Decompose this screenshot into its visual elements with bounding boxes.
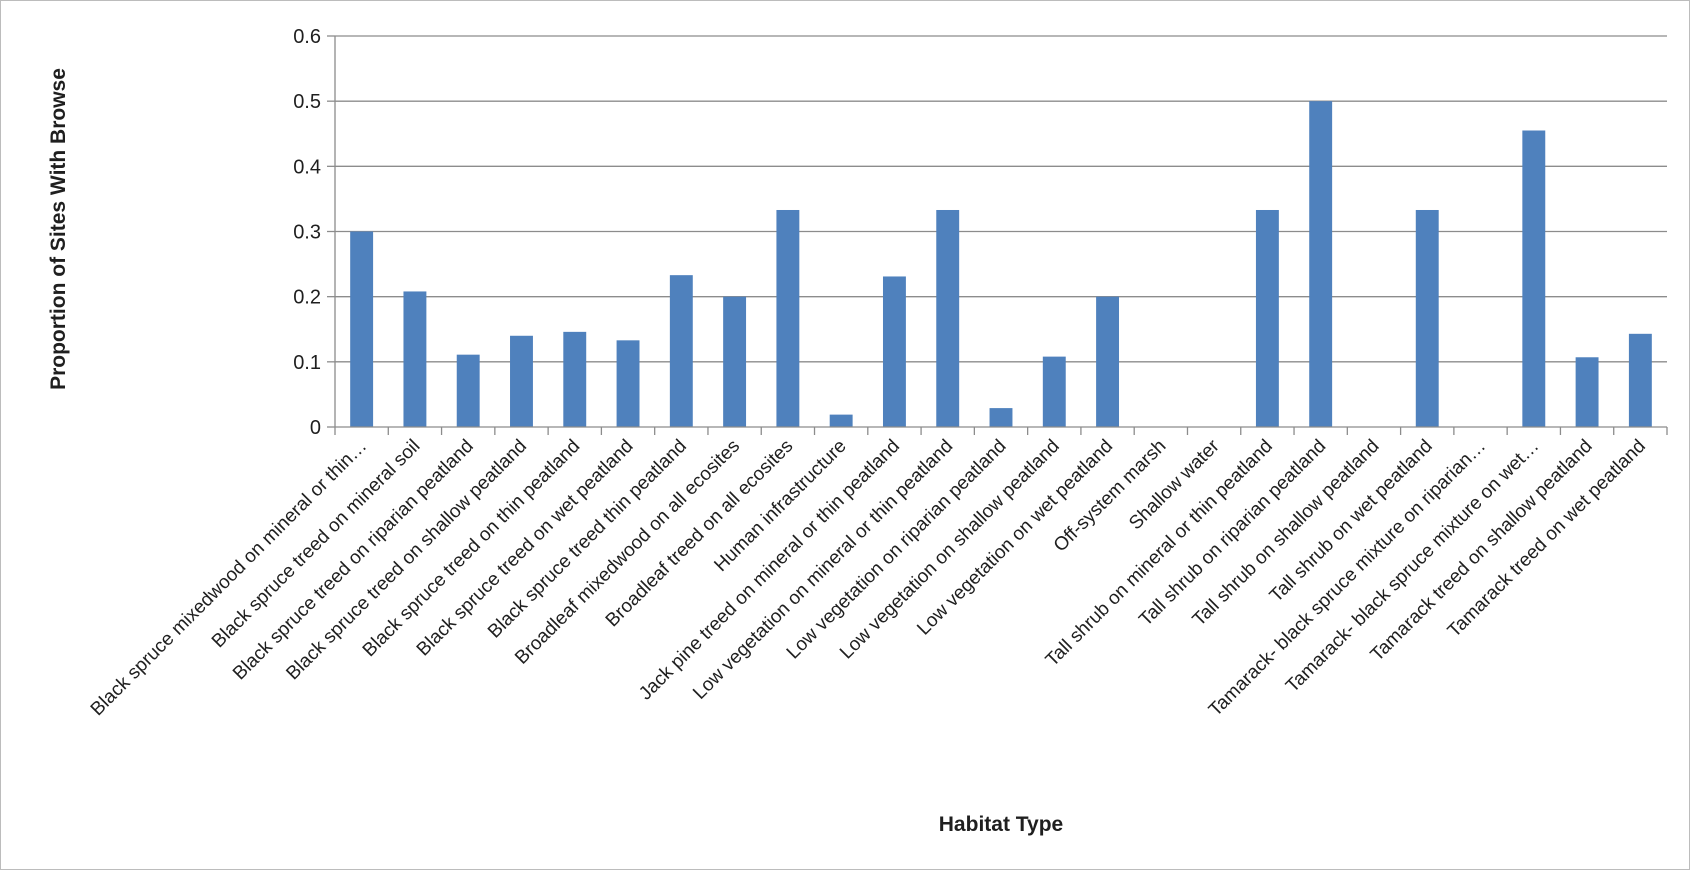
bar xyxy=(776,209,800,427)
y-tick-label: 0.3 xyxy=(293,222,321,244)
x-category-label: Black spruce treed thin peatland xyxy=(484,436,691,643)
bar xyxy=(1309,101,1333,428)
bar xyxy=(456,354,480,427)
x-category-labels: Black spruce mixedwood on mineral or thi… xyxy=(87,435,1650,721)
y-tick-label: 0.2 xyxy=(293,287,321,309)
axes xyxy=(334,36,1668,435)
bar xyxy=(1522,130,1546,427)
bar xyxy=(1255,209,1279,427)
bar xyxy=(936,209,960,427)
bar xyxy=(1042,356,1066,427)
y-tick-label: 0 xyxy=(310,417,321,439)
bar xyxy=(1628,333,1652,427)
bar xyxy=(616,340,640,427)
bar xyxy=(989,408,1013,427)
bar xyxy=(669,275,693,427)
x-axis-title: Habitat Type xyxy=(939,813,1063,836)
x-category-label: Low vegetation on wet peatland xyxy=(913,436,1117,640)
bar xyxy=(403,291,427,427)
y-axis-title: Proportion of Sites With Browse xyxy=(47,68,70,390)
bar xyxy=(1096,296,1120,427)
bar xyxy=(563,331,587,427)
y-tick-label: 0.1 xyxy=(293,352,321,374)
y-tick-labels: 0 0.1 0.2 0.3 0.4 0.5 0.6 xyxy=(293,26,321,439)
x-category-label: Tamarack treed on wet peatland xyxy=(1444,436,1650,642)
gridlines xyxy=(327,35,1667,428)
y-tick-label: 0.6 xyxy=(293,26,321,48)
y-tick-label: 0.4 xyxy=(293,156,321,178)
bar xyxy=(829,414,853,427)
bar xyxy=(723,296,747,427)
bars xyxy=(350,101,1652,428)
bar xyxy=(350,231,374,427)
bar xyxy=(510,335,533,427)
bar xyxy=(1575,357,1599,427)
bar xyxy=(882,276,906,427)
bar xyxy=(1415,209,1439,427)
y-tick-label: 0.5 xyxy=(293,91,321,113)
